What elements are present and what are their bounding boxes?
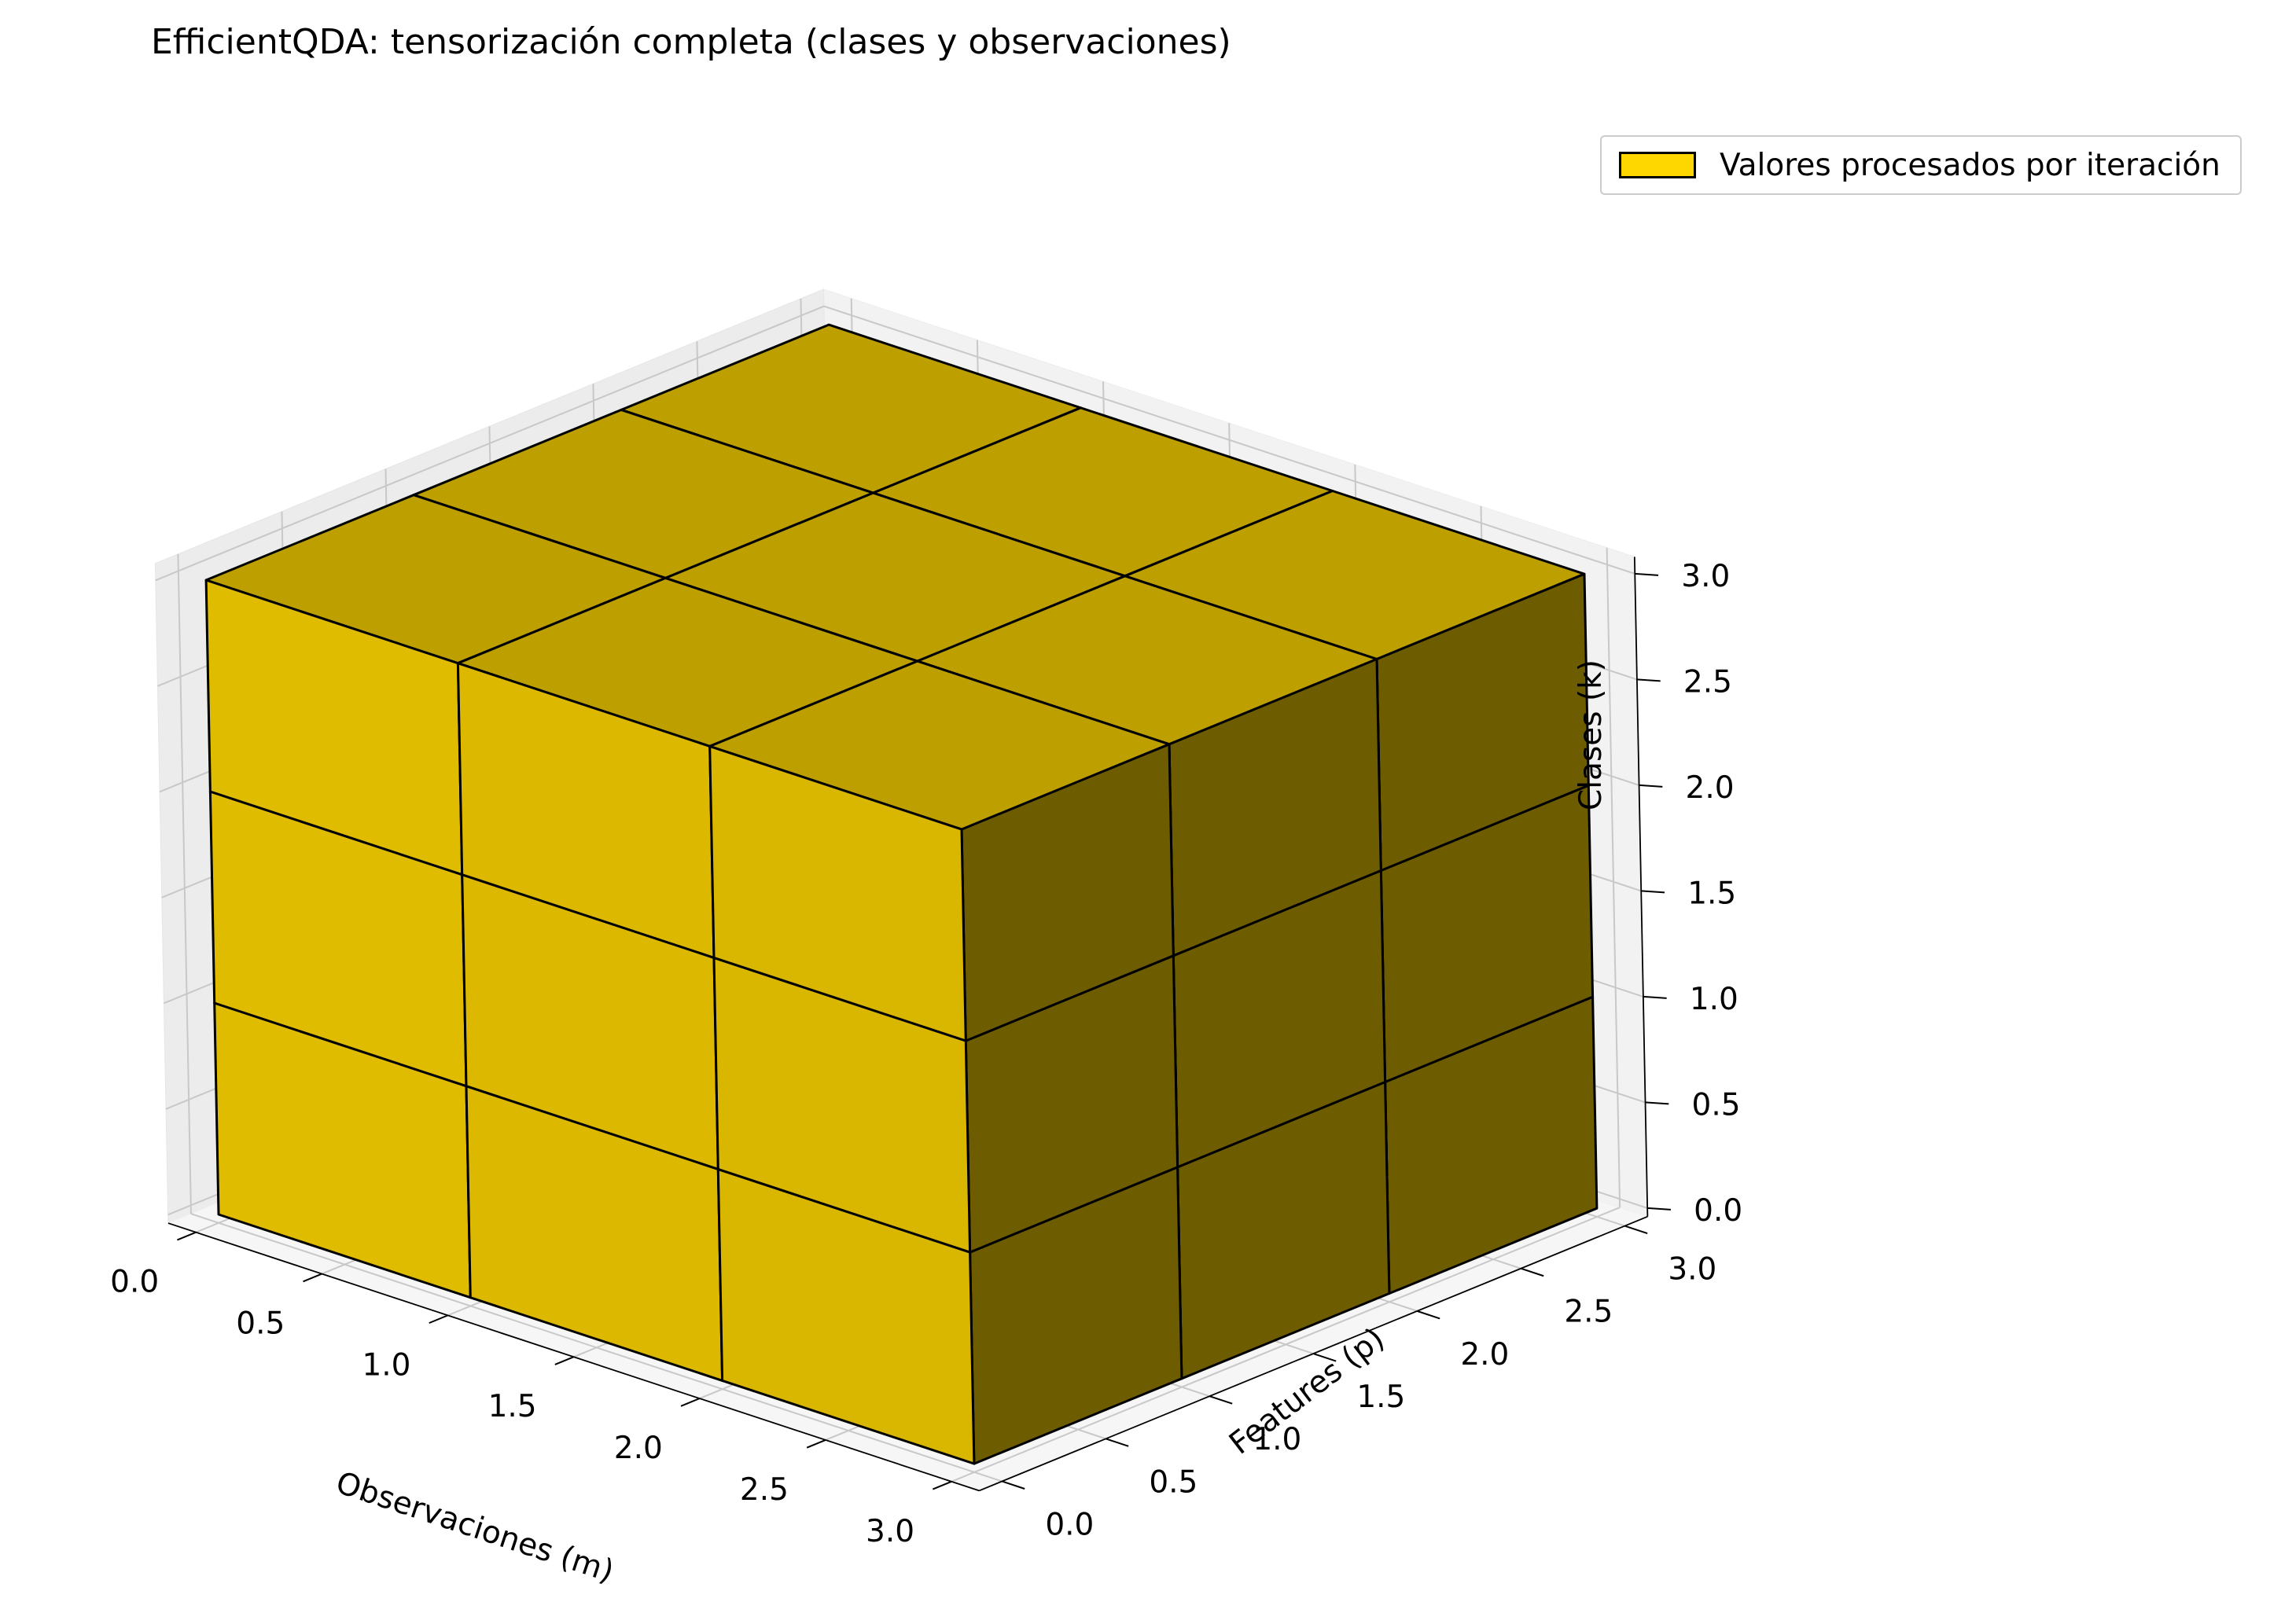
z-tick-label: 3.0: [1681, 559, 1730, 594]
z-tick: [1639, 784, 1663, 788]
x-tick-label: 1.0: [362, 1347, 410, 1383]
voxel-cube: [708, 660, 1175, 1042]
y-tick: [1624, 1225, 1648, 1235]
x-tick-label: 0.5: [236, 1306, 285, 1342]
z-tick: [1641, 890, 1665, 894]
x-tick: [680, 1398, 701, 1407]
x-tick: [806, 1438, 826, 1449]
y-tick-label: 3.0: [1668, 1252, 1716, 1288]
legend: Valores procesados por iteración: [1600, 135, 2242, 195]
z-tick-label: 2.5: [1683, 664, 1732, 700]
x-axis-label: Observaciones (m): [332, 1465, 618, 1590]
grid-line: [155, 305, 825, 582]
y-tick-label: 2.5: [1564, 1295, 1613, 1330]
y-tick: [1313, 1353, 1337, 1362]
x-tick-label: 3.0: [866, 1514, 914, 1549]
y-tick: [1521, 1267, 1544, 1277]
voxel-cubes: [204, 323, 1599, 1465]
x-tick: [303, 1273, 322, 1283]
chart-title: EfficientQDA: tensorización completa (cl…: [151, 22, 1231, 62]
legend-swatch: [1619, 152, 1696, 178]
z-tick-label: 0.0: [1694, 1193, 1742, 1229]
z-axis-label: Clases (k): [1573, 660, 1609, 810]
grid-line: [823, 305, 1635, 575]
z-tick-label: 2.0: [1686, 770, 1735, 806]
z-tick: [1647, 1207, 1672, 1211]
x-tick-label: 2.5: [740, 1472, 789, 1508]
z-tick: [1643, 995, 1667, 999]
y-tick-label: 1.0: [1253, 1422, 1301, 1457]
x-tick: [554, 1356, 575, 1365]
z-tick: [1636, 678, 1661, 682]
z-tick-label: 0.5: [1692, 1087, 1741, 1122]
y-tick: [1417, 1310, 1440, 1320]
y-tick: [1106, 1438, 1129, 1447]
y-tick: [1209, 1395, 1233, 1405]
y-tick: [1002, 1480, 1025, 1490]
z-axis-line: [1633, 557, 1649, 1217]
grid-line: [951, 1207, 1621, 1483]
grid-line: [1606, 547, 1621, 1208]
x-tick-label: 2.0: [614, 1431, 663, 1466]
z-tick: [1645, 1101, 1669, 1105]
z-tick-label: 1.0: [1690, 982, 1738, 1017]
x-tick-label: 0.0: [110, 1265, 159, 1300]
x-tick: [932, 1480, 952, 1490]
x-tick: [177, 1231, 197, 1241]
tick-labels: 0.0 0.5 1.0 1.5 2.0 2.5 3.0 0.0 0.5 1.0 1.5 2.0 2.5 3…: [110, 559, 1742, 1549]
y-tick-label: 1.5: [1356, 1380, 1405, 1415]
z-tick: [1635, 572, 1659, 576]
y-tick-label: 2.0: [1460, 1337, 1509, 1372]
voxel-front-face: [708, 744, 967, 1042]
z-tick-label: 1.5: [1687, 876, 1736, 911]
y-tick-label: 0.0: [1045, 1507, 1094, 1542]
y-tick-label: 0.5: [1149, 1464, 1198, 1500]
grid-line: [177, 553, 192, 1214]
x-tick-label: 1.5: [488, 1389, 537, 1424]
legend-label: Valores procesados por iteración: [1720, 147, 2220, 183]
x-tick: [429, 1314, 448, 1325]
